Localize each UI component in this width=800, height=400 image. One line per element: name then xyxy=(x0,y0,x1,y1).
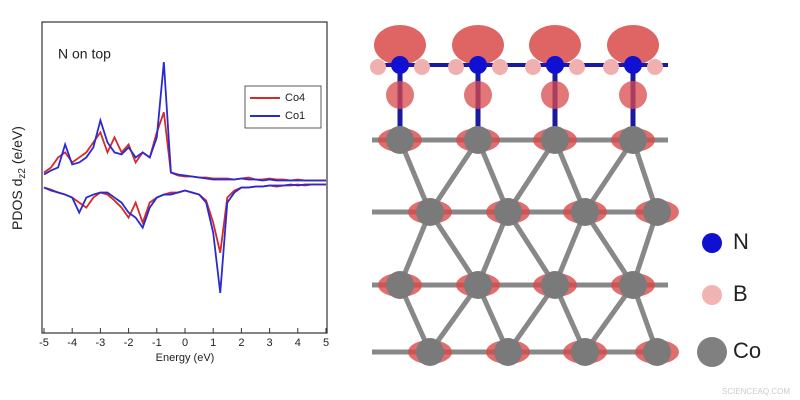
x-tick-label: 4 xyxy=(295,337,301,349)
legend-label: Co4 xyxy=(285,92,305,104)
x-tick-label: -5 xyxy=(39,337,49,349)
co-atom xyxy=(643,198,671,226)
x-tick-label: 2 xyxy=(238,337,244,349)
b-atom xyxy=(370,59,386,75)
structure-legend-marker xyxy=(697,337,727,367)
co-atom xyxy=(643,338,671,366)
charge-lobe xyxy=(541,81,569,109)
charge-lobe xyxy=(607,25,659,65)
co-atom xyxy=(541,271,569,299)
x-tick-label: -1 xyxy=(152,337,162,349)
charge-lobe xyxy=(386,81,414,109)
b-atom xyxy=(603,59,619,75)
annotation: N on top xyxy=(58,46,111,62)
structure-legend-label: Co xyxy=(733,338,761,363)
y-label-part: (e/eV) xyxy=(9,126,25,168)
bond xyxy=(505,138,558,214)
structure-legend-label: B xyxy=(733,281,748,306)
co-atom xyxy=(571,338,599,366)
y-label-sub: z2 xyxy=(17,168,28,179)
legend-box xyxy=(244,85,322,129)
bond xyxy=(427,210,481,287)
structure-legend-label: N xyxy=(733,229,749,254)
line xyxy=(43,111,326,182)
b-atom xyxy=(525,59,541,75)
x-tick-label: -3 xyxy=(96,337,106,349)
co-atom xyxy=(541,126,569,154)
line xyxy=(43,183,326,253)
b-atom xyxy=(448,59,464,75)
charge-lobe xyxy=(452,25,504,65)
charge-lobe xyxy=(464,81,492,109)
co-atom xyxy=(494,198,522,226)
co-atom xyxy=(416,338,444,366)
n-atom xyxy=(469,56,487,74)
x-tick-label: -2 xyxy=(124,337,134,349)
co-atom xyxy=(386,271,414,299)
n-atom xyxy=(546,56,564,74)
bond xyxy=(505,210,558,287)
co-atom xyxy=(386,126,414,154)
n-atom xyxy=(624,56,642,74)
b-atom xyxy=(414,59,430,75)
charge-lobe xyxy=(374,25,426,65)
x-axis-label: Energy (eV) xyxy=(156,352,215,364)
x-tick-label: 0 xyxy=(182,337,188,349)
co-atom xyxy=(416,198,444,226)
x-tick-label: -4 xyxy=(67,337,77,349)
line xyxy=(43,183,326,293)
structure-legend-marker xyxy=(702,233,722,253)
co-atom xyxy=(619,126,647,154)
legend-label: Co1 xyxy=(285,110,305,122)
b-atom xyxy=(569,59,585,75)
y-label-part: PDOS d xyxy=(9,179,25,230)
co-atom xyxy=(464,271,492,299)
structure-legend-marker xyxy=(702,285,722,305)
x-tick-label: 5 xyxy=(323,337,329,349)
bond xyxy=(427,138,481,214)
n-atom xyxy=(391,56,409,74)
bond xyxy=(582,210,636,287)
y-axis-label: PDOS dz2 (e/eV) xyxy=(9,126,28,230)
charge-lobe xyxy=(529,25,581,65)
x-tick-label: 3 xyxy=(267,337,273,349)
co-atom xyxy=(494,338,522,366)
bond xyxy=(582,138,636,214)
co-atom xyxy=(571,198,599,226)
co-atom xyxy=(464,126,492,154)
plot-frame xyxy=(41,21,328,334)
charge-lobe xyxy=(619,81,647,109)
b-atom xyxy=(492,59,508,75)
b-atom xyxy=(647,59,663,75)
x-tick-label: 1 xyxy=(210,337,216,349)
line xyxy=(43,62,326,182)
co-atom xyxy=(619,271,647,299)
watermark: SCIENCEAQ.COM xyxy=(722,387,790,396)
